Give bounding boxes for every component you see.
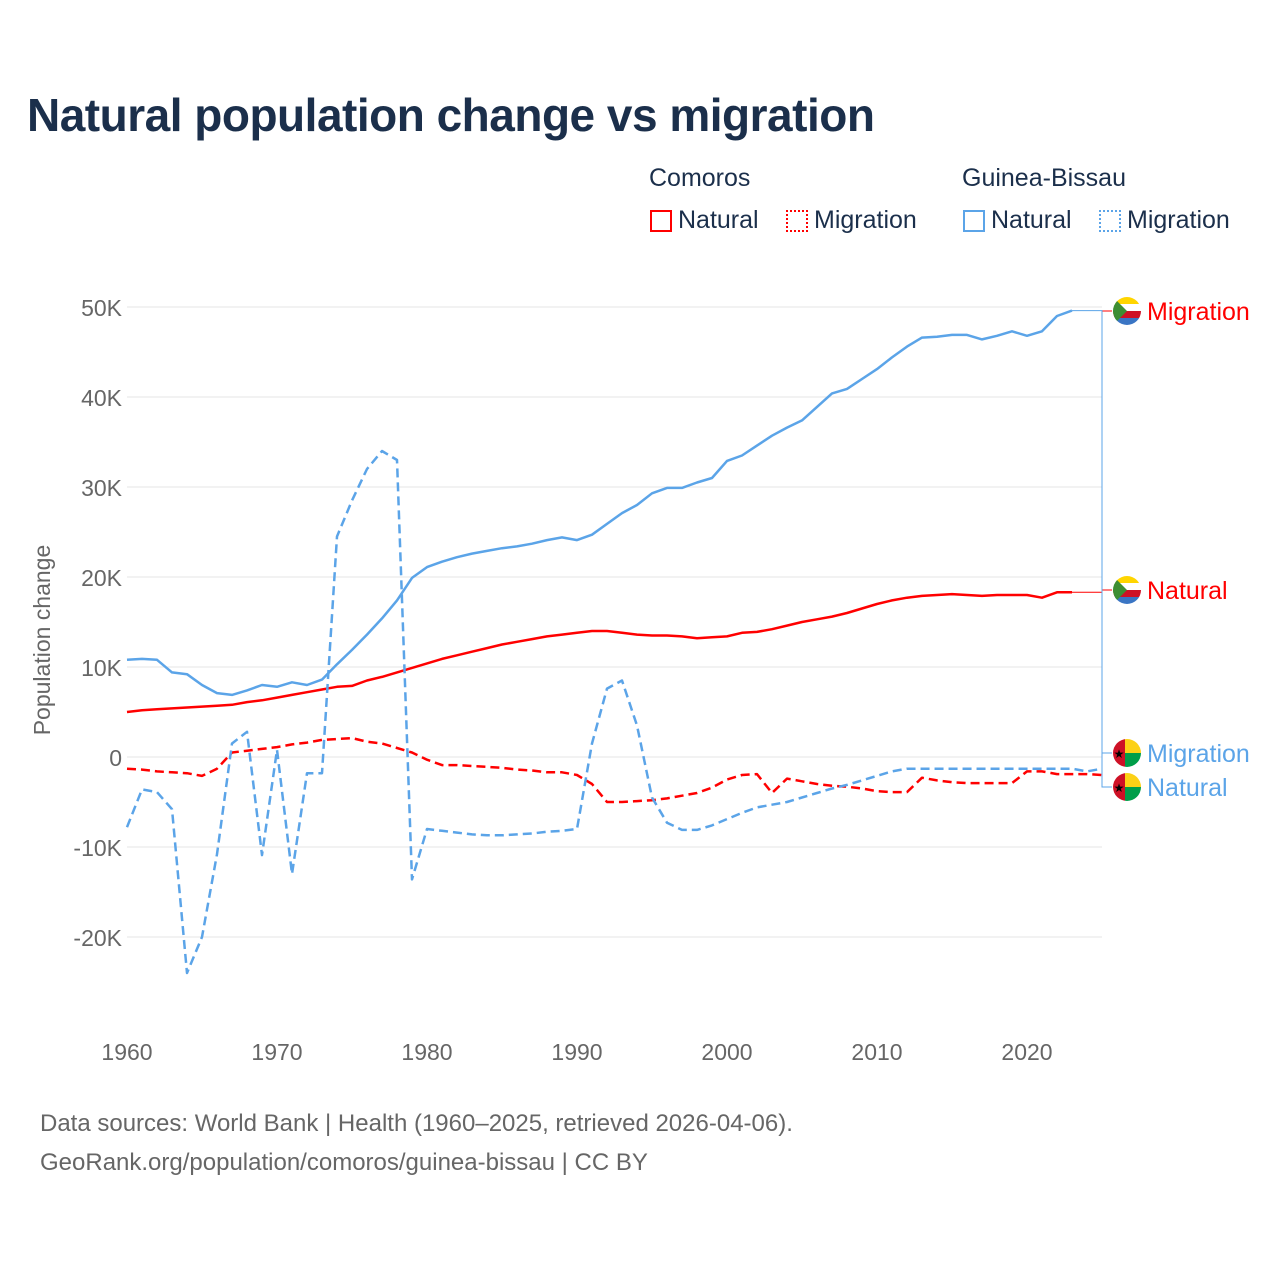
flag-stripe [1113, 311, 1141, 318]
guinea-bissau-flag-icon: ★ [1114, 747, 1125, 761]
flag-stripe [1113, 597, 1141, 604]
flag-stripe [1113, 297, 1141, 304]
y-tick-label: 30K [81, 475, 123, 501]
label-connector [1101, 310, 1112, 775]
guinea-bissau-flag-icon: ★ [1114, 781, 1125, 795]
footer-link[interactable]: GeoRank.org/population/comoros/guinea-bi… [40, 1149, 648, 1176]
flag-stripe [1125, 787, 1141, 801]
footer-sources: Data sources: World Bank | Health (1960–… [40, 1110, 793, 1137]
series-line-guinea-bissau-migration [125, 449, 1103, 975]
series-line-comoros-natural [126, 591, 1072, 714]
x-tick-label: 1990 [551, 1039, 602, 1065]
flag-stripe [1113, 576, 1141, 583]
end-label-guinea-bissau-migration: Migration [1147, 740, 1250, 768]
series-line-guinea-bissau-natural [126, 309, 1073, 697]
legend-label: Natural [678, 206, 759, 234]
flag-stripe [1125, 773, 1141, 787]
flag-stripe [1113, 739, 1125, 767]
flag-stripe [1113, 583, 1141, 590]
x-tick-label: 1980 [401, 1039, 452, 1065]
comoros-flag-icon [1113, 297, 1127, 325]
y-tick-label: 10K [81, 655, 123, 681]
flag-stripe [1113, 773, 1125, 801]
label-connector [1072, 589, 1112, 593]
end-label-comoros-natural: Natural [1147, 577, 1228, 605]
label-connector [1101, 752, 1112, 769]
legend-guinea-bissau-migration[interactable]: Migration [1099, 206, 1230, 235]
chart-title: Natural population change vs migration [27, 89, 875, 141]
legend-comoros-migration[interactable]: Migration [786, 206, 917, 235]
legend-comoros-natural[interactable]: Natural [650, 206, 759, 235]
y-axis-label: Population change [29, 545, 55, 736]
y-tick-label: -10K [73, 835, 122, 861]
legend-swatch-solid-red [650, 209, 672, 232]
flag-stripe [1125, 739, 1141, 753]
legend-swatch-dotted-red [786, 209, 808, 232]
x-tick-label: 2000 [701, 1039, 752, 1065]
end-label-guinea-bissau-natural: Natural [1147, 774, 1228, 802]
end-label-comoros-migration: Migration [1147, 298, 1250, 326]
legend-label: Natural [991, 206, 1072, 234]
x-tick-label: 1960 [101, 1039, 152, 1065]
label-connector [1072, 310, 1112, 788]
y-tick-label: 0 [109, 745, 122, 771]
y-tick-label: 40K [81, 385, 123, 411]
y-tick-label: 50K [81, 295, 123, 321]
x-tick-label: 1970 [251, 1039, 302, 1065]
y-tick-label: -20K [73, 925, 122, 951]
legend-group-guinea-bissau: Guinea-Bissau [962, 164, 1126, 192]
comoros-flag-icon [1113, 576, 1127, 604]
legend-label: Migration [814, 206, 917, 234]
legend-swatch-dotted-blue [1099, 209, 1121, 232]
legend-guinea-bissau-natural[interactable]: Natural [963, 206, 1072, 235]
y-tick-label: 20K [81, 565, 123, 591]
legend-swatch-solid-blue [963, 209, 985, 232]
legend-label: Migration [1127, 206, 1230, 234]
legend-group-comoros: Comoros [649, 164, 751, 192]
x-tick-label: 2010 [851, 1039, 902, 1065]
x-tick-label: 2020 [1001, 1039, 1052, 1065]
series-line-comoros-migration [126, 736, 1103, 804]
flag-stripe [1113, 304, 1141, 311]
flag-stripe [1113, 590, 1141, 597]
flag-stripe [1125, 753, 1141, 767]
flag-stripe [1113, 318, 1141, 325]
